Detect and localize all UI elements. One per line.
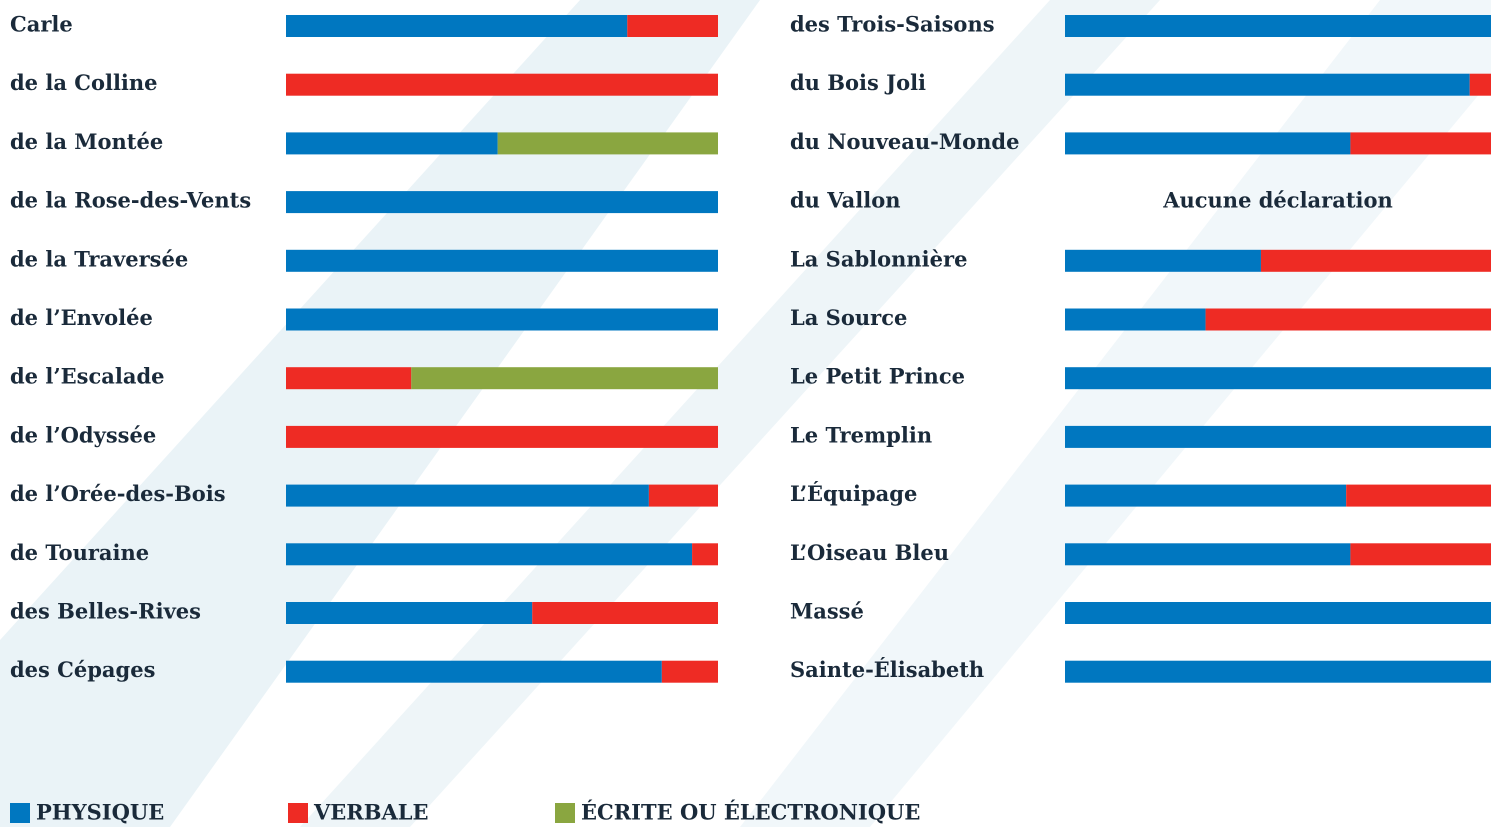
bar-segment xyxy=(1065,15,1491,37)
bar-segment xyxy=(411,367,718,390)
bar-segment xyxy=(532,602,718,624)
bar-segment xyxy=(1065,543,1351,566)
bar-segment xyxy=(497,132,718,155)
category-label: Massé xyxy=(790,599,864,624)
bar-segment xyxy=(1350,543,1491,566)
bar-segment xyxy=(286,73,718,96)
category-label: de la Traversée xyxy=(10,246,188,271)
category-label: L’Oiseau Bleu xyxy=(790,540,949,565)
category-label: Le Tremplin xyxy=(790,422,932,447)
bar-segment xyxy=(1065,308,1206,331)
bar-segment xyxy=(1065,660,1491,683)
category-label: de l’Envolée xyxy=(10,305,153,330)
category-label: du Nouveau-Monde xyxy=(790,129,1019,154)
bar-segment xyxy=(286,367,412,390)
category-label: La Sablonnière xyxy=(790,246,967,271)
category-label: du Vallon xyxy=(790,188,900,213)
bar-segment xyxy=(1065,484,1347,507)
category-label: de l’Escalade xyxy=(10,364,165,389)
bar-segment xyxy=(692,543,718,566)
bar-segment xyxy=(286,543,693,566)
bar-segment xyxy=(286,484,649,507)
legend-swatch xyxy=(10,803,30,823)
category-label: de Touraine xyxy=(10,540,149,565)
legend-swatch xyxy=(288,803,308,823)
bar-segment xyxy=(1065,602,1491,624)
bar-segment xyxy=(286,602,533,624)
bar-segment xyxy=(1350,132,1491,155)
bar-segment xyxy=(1065,132,1351,155)
bar-segment xyxy=(286,132,498,155)
bar-segment xyxy=(1065,367,1491,390)
bar-segment xyxy=(1065,425,1491,448)
category-label: des Cépages xyxy=(10,657,155,682)
bar-segment xyxy=(1205,308,1491,331)
legend-label: VERBALE xyxy=(313,800,429,825)
legend-label: ÉCRITE OU ÉLECTRONIQUE xyxy=(581,800,920,825)
bar-segment xyxy=(286,308,718,331)
bar-segment xyxy=(648,484,718,507)
bar-segment xyxy=(1346,484,1491,507)
bar-segment xyxy=(286,15,628,37)
bar-segment xyxy=(627,15,718,37)
category-label: de l’Orée-des-Bois xyxy=(10,481,226,506)
bar-segment xyxy=(286,425,718,448)
bar-segment xyxy=(1469,73,1491,96)
bar-segment xyxy=(1065,73,1470,96)
bar-segment xyxy=(1260,249,1491,272)
category-label: de la Montée xyxy=(10,129,163,154)
category-label: La Source xyxy=(790,305,907,330)
bar-segment xyxy=(286,191,718,214)
category-label: Carle xyxy=(10,12,73,37)
category-label: de la Colline xyxy=(10,70,158,95)
bar-segment xyxy=(286,660,662,683)
bar-segment xyxy=(286,249,718,272)
bar-segment xyxy=(661,660,718,683)
category-label: Sainte-Élisabeth xyxy=(790,657,984,682)
annotation: Aucune déclaration xyxy=(1162,188,1393,213)
category-label: L’Équipage xyxy=(790,481,917,506)
category-label: Le Petit Prince xyxy=(790,364,965,389)
legend-label: PHYSIQUE xyxy=(36,800,164,825)
category-label: de l’Odyssée xyxy=(10,422,156,447)
category-label: de la Rose-des-Vents xyxy=(10,188,251,213)
legend-swatch xyxy=(555,803,575,823)
category-label: des Belles-Rives xyxy=(10,599,201,624)
bar-segment xyxy=(1065,249,1261,272)
category-label: du Bois Joli xyxy=(790,70,926,95)
category-label: des Trois-Saisons xyxy=(790,12,995,37)
